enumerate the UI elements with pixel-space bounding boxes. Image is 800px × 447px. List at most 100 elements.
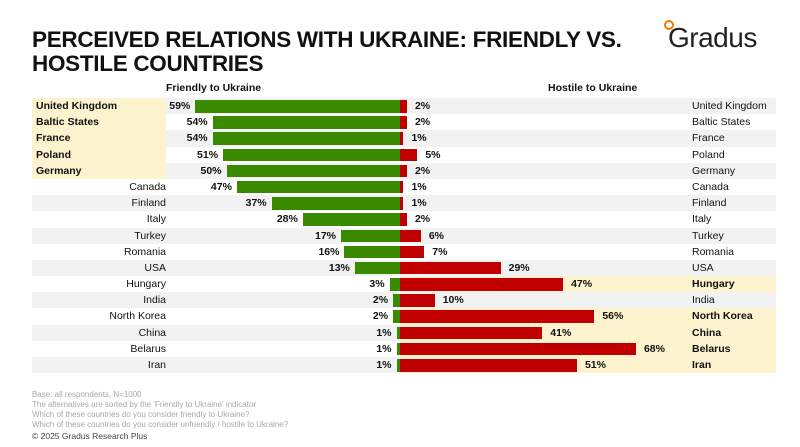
- hostile-bar: [400, 116, 407, 129]
- hostile-bar: [400, 310, 595, 323]
- chart-row: China China 1% 41%: [32, 324, 776, 341]
- hostile-value-label: 1%: [411, 197, 427, 210]
- category-label-right: Hungary: [692, 278, 735, 291]
- category-label-right: Germany: [692, 164, 736, 177]
- chart-row: Germany Germany 50% 2%: [32, 162, 776, 179]
- hostile-value-label: 29%: [508, 261, 530, 274]
- friendly-value-label: 51%: [197, 148, 219, 161]
- friendly-bar: [344, 245, 400, 259]
- category-label-left: Poland: [32, 146, 166, 163]
- friendly-bar: [226, 164, 400, 178]
- hostile-bar: [400, 100, 407, 113]
- hostile-value-label: 2%: [414, 100, 431, 112]
- friendly-bar: [212, 132, 400, 145]
- hostile-bar: [400, 245, 425, 259]
- chart-row: Canada Canada 47% 1%: [32, 179, 776, 195]
- hostile-bar: [400, 359, 577, 372]
- footnotes: Base: all respondents, N=1000 The altern…: [32, 390, 288, 430]
- friendly-value-label: 28%: [276, 213, 298, 226]
- category-label-right: India: [692, 294, 715, 307]
- category-label-right: Poland: [692, 148, 725, 161]
- page-title: PERCEIVED RELATIONS WITH UKRAINE: FRIEND…: [32, 27, 622, 76]
- friendly-bar: [271, 197, 400, 210]
- hostile-bar: [400, 326, 543, 340]
- friendly-value-label: 13%: [328, 261, 350, 274]
- category-label-right: Romania: [692, 245, 735, 258]
- footnote: Base: all respondents, N=1000: [32, 390, 142, 399]
- footnote: The alternatives are sorted by the 'Frie…: [32, 400, 257, 409]
- friendly-bar: [236, 180, 400, 194]
- friendly-value-label: 1%: [376, 326, 392, 339]
- hostile-bar: [400, 180, 404, 194]
- hostile-bar: [400, 342, 636, 356]
- category-label-left: Hungary: [126, 278, 166, 291]
- hostile-bar: [400, 132, 404, 145]
- category-label-left: United Kingdom: [32, 98, 166, 115]
- hostile-bar: [400, 278, 564, 291]
- chart-row: Italy Italy 28% 2%: [32, 211, 776, 227]
- friendly-value-label: 59%: [169, 100, 191, 112]
- friendly-bar: [396, 359, 400, 372]
- hostile-value-label: 68%: [643, 342, 665, 355]
- category-label-right: France: [692, 132, 725, 145]
- hostile-value-label: 2%: [414, 213, 431, 226]
- category-label-left: China: [138, 326, 166, 339]
- category-label-left: North Korea: [109, 310, 166, 323]
- hostile-bar: [400, 213, 407, 226]
- friendly-value-label: 17%: [315, 229, 337, 242]
- hostile-value-label: 47%: [571, 278, 593, 291]
- friendly-bar: [389, 278, 400, 291]
- gradus-logo: Gradus: [664, 20, 757, 54]
- hostile-value-label: 6%: [428, 229, 444, 242]
- friendly-value-label: 54%: [186, 132, 208, 145]
- hostile-value-label: 2%: [414, 164, 431, 177]
- hostile-value-label: 7%: [432, 245, 448, 258]
- category-label-right: Italy: [692, 213, 712, 226]
- category-label-right: Baltic States: [692, 116, 751, 129]
- category-label-left: Iran: [147, 359, 166, 371]
- category-label-right: USA: [692, 261, 714, 274]
- category-label-right: Finland: [692, 197, 727, 210]
- chart-row: North Korea North Korea 2% 56%: [32, 308, 776, 325]
- logo-dot-icon: [664, 20, 674, 30]
- chart-row: Baltic States Baltic States 54% 2%: [32, 114, 776, 131]
- hostile-bar: [400, 261, 501, 275]
- category-label-left: Finland: [131, 197, 166, 210]
- category-label-left: India: [143, 294, 166, 307]
- hostile-header: Hostile to Ukraine: [548, 82, 638, 94]
- chart-row: Turkey Turkey 17% 6%: [32, 227, 776, 244]
- category-label-left: France: [32, 130, 166, 147]
- footnote: Which of these countries do you consider…: [32, 420, 289, 429]
- friendly-header: Friendly to Ukraine: [166, 82, 262, 94]
- category-label-left: Italy: [146, 213, 166, 226]
- logo-text: Gradus: [668, 22, 757, 53]
- friendly-bar: [212, 116, 400, 129]
- hostile-bar: [400, 197, 404, 210]
- friendly-value-label: 16%: [318, 245, 340, 258]
- friendly-bar: [195, 100, 400, 113]
- chart-row: India India 2% 10%: [32, 292, 776, 309]
- hostile-bar: [400, 148, 418, 162]
- friendly-value-label: 3%: [369, 278, 385, 291]
- category-label-left: Baltic States: [32, 114, 166, 131]
- category-label-right: China: [692, 326, 722, 339]
- friendly-bar: [393, 294, 400, 307]
- chart-row: Hungary Hungary 3% 47%: [32, 276, 776, 293]
- chart-row: United Kingdom United Kingdom 59% 2%: [32, 98, 776, 115]
- category-label-left: USA: [144, 261, 166, 274]
- hostile-value-label: 41%: [550, 326, 572, 339]
- hostile-value-label: 1%: [411, 132, 427, 145]
- category-label-right: Canada: [692, 180, 729, 193]
- friendly-value-label: 2%: [372, 310, 389, 323]
- friendly-value-label: 1%: [376, 359, 392, 371]
- category-label-right: North Korea: [692, 310, 753, 323]
- hostile-value-label: 51%: [584, 359, 606, 371]
- category-label-left: Romania: [123, 245, 166, 258]
- friendly-value-label: 37%: [245, 197, 267, 210]
- chart-row: Poland Poland 51% 5%: [32, 146, 776, 163]
- chart-row: Finland Finland 37% 1%: [32, 195, 776, 212]
- category-label-left: Germany: [32, 162, 166, 179]
- hostile-value-label: 5%: [425, 148, 441, 161]
- friendly-value-label: 1%: [376, 342, 392, 355]
- category-label-left: Turkey: [134, 229, 166, 242]
